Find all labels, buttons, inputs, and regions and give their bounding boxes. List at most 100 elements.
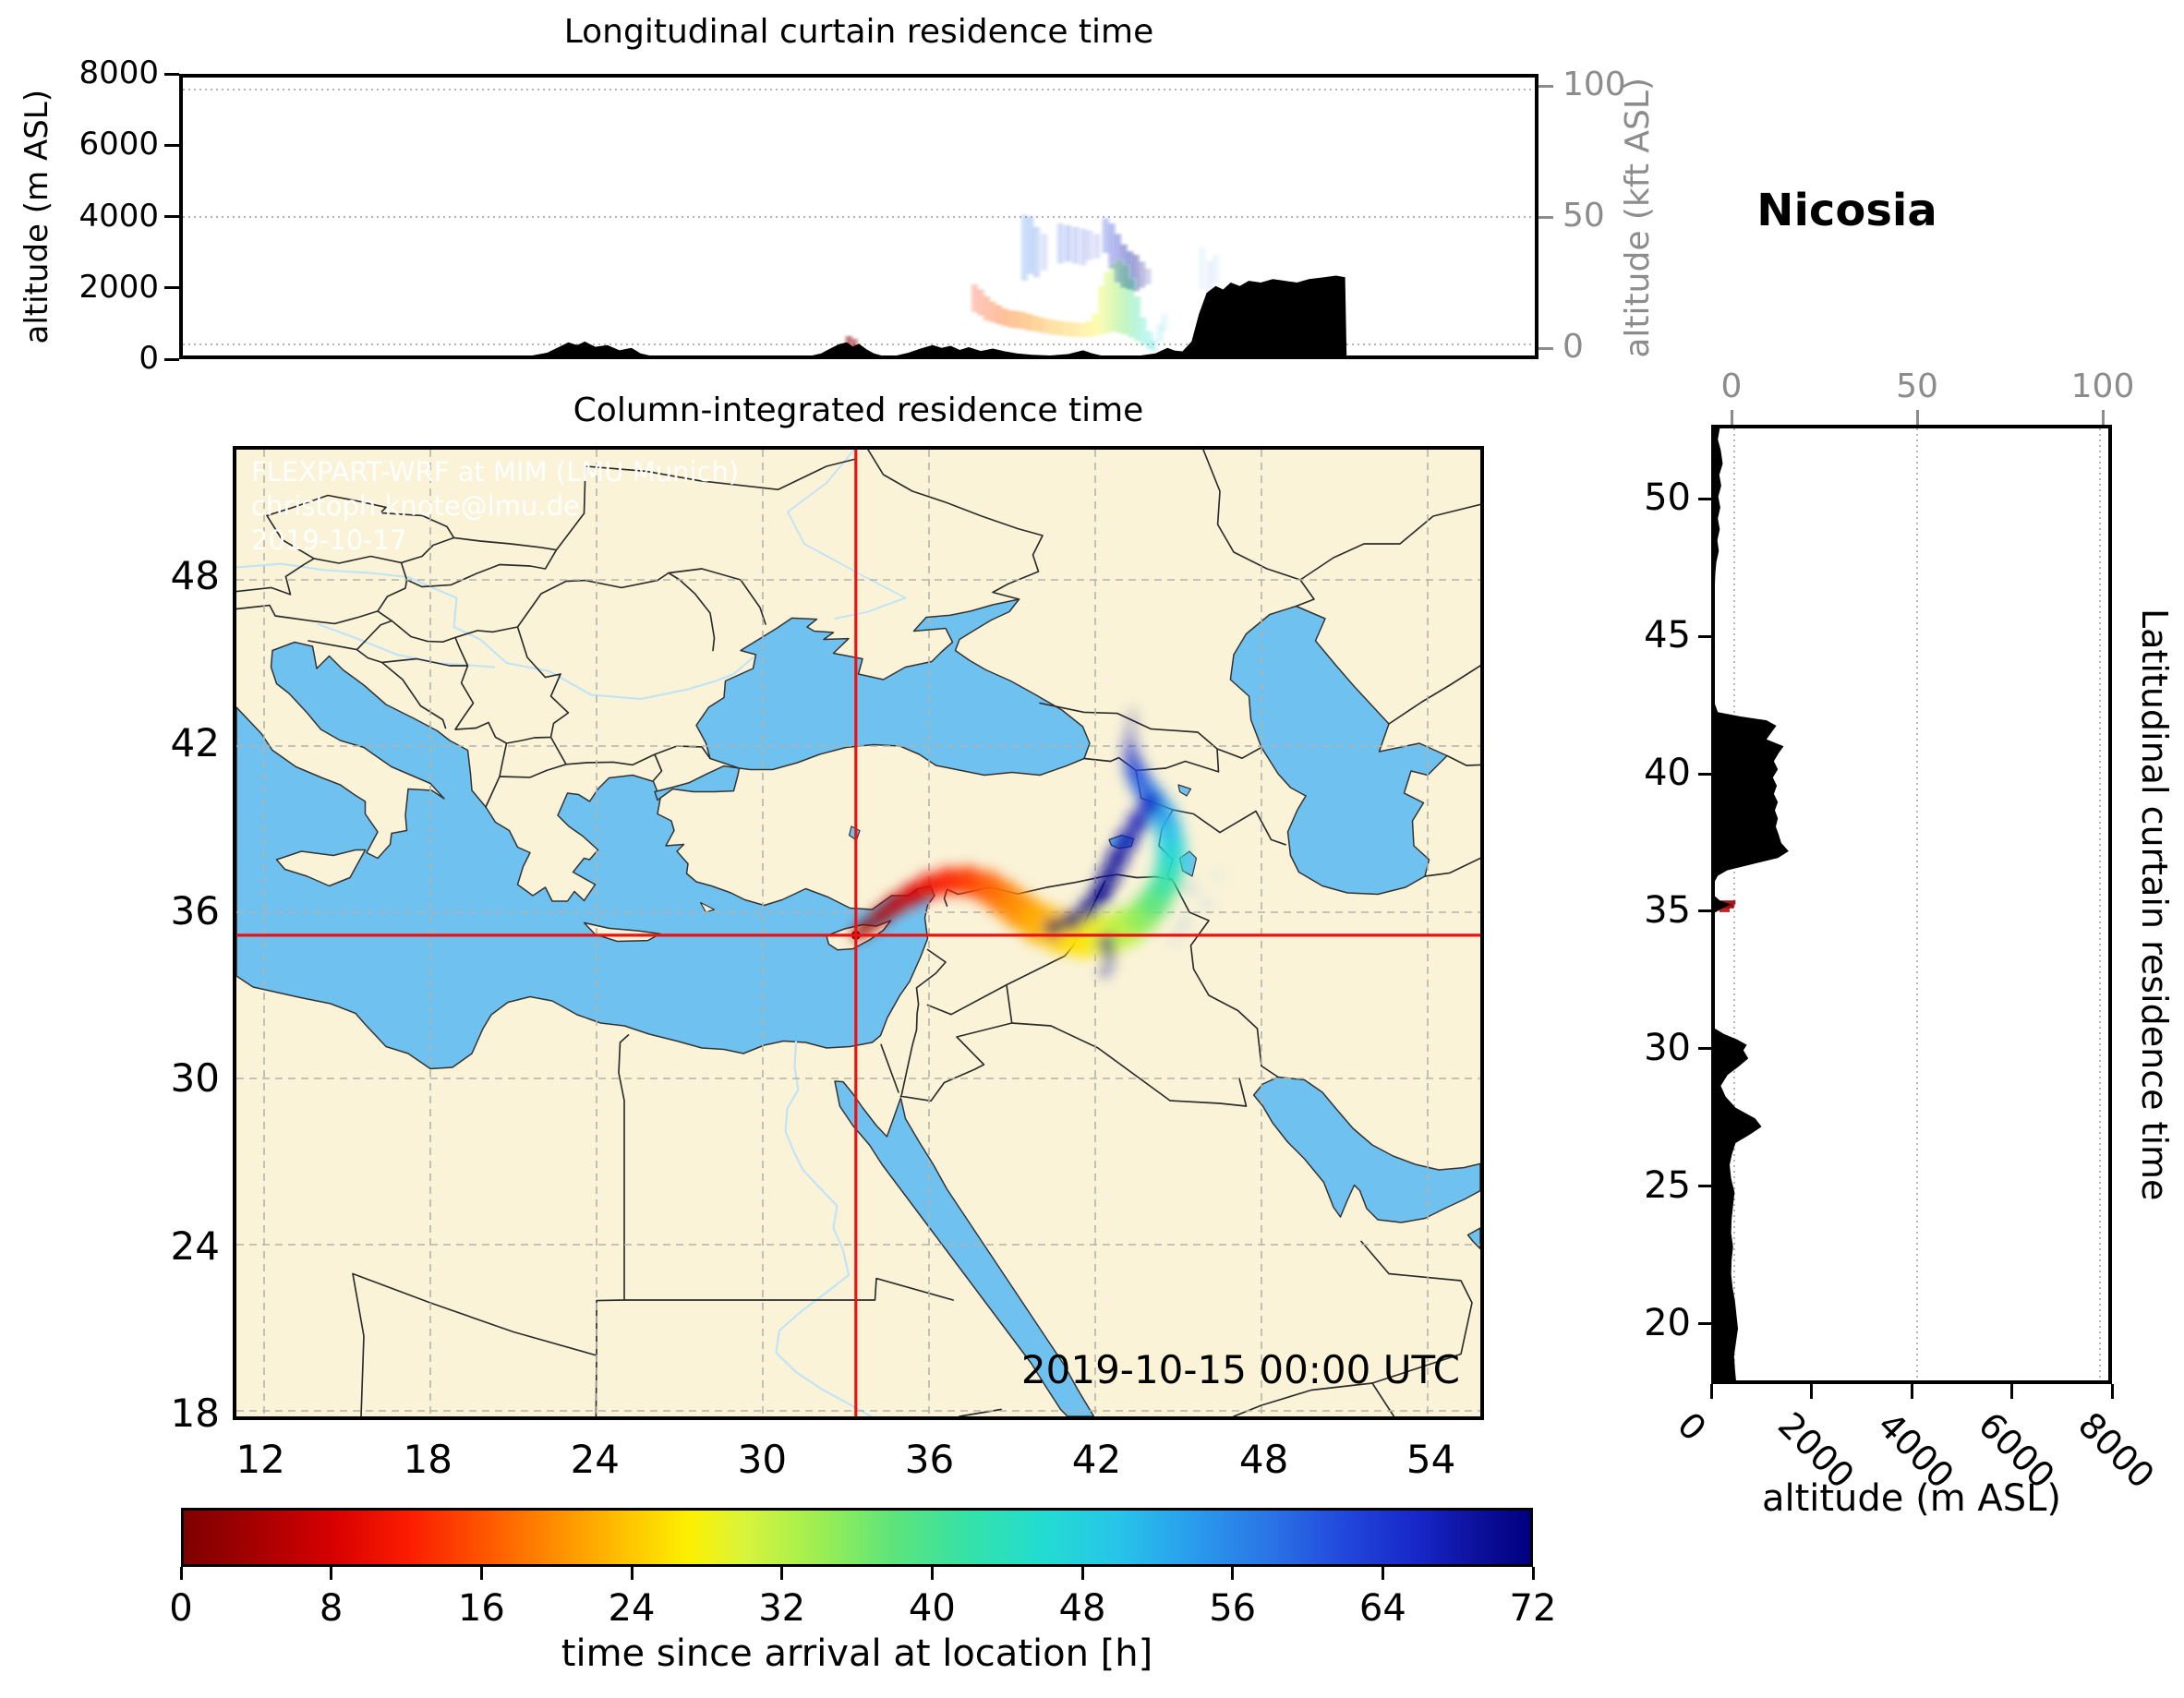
colorbar-tick: 16 (457, 1587, 505, 1630)
map-residence-plume (851, 707, 1223, 979)
river-danube (236, 562, 754, 701)
right-panel-xtick-mark-bottom (1910, 1384, 1913, 1399)
map-timestamp: 2019-10-15 00:00 UTC (1020, 1347, 1460, 1392)
colorbar-label: time since arrival at location [h] (561, 1632, 1153, 1675)
right-panel-canvas (1715, 428, 2101, 1380)
map-watermark: FLEXPART-WRF at MIM (LMU Munich) christo… (251, 455, 739, 558)
right-panel-ytick-mark (1698, 497, 1711, 500)
map-ytick: 30 (170, 1055, 220, 1102)
right-panel-xtick-mark-bottom (2010, 1384, 2013, 1399)
top-panel-ytick-left: 2000 (78, 268, 159, 306)
top-panel-residence-cells (845, 214, 1220, 353)
sea-persian-gulf (1252, 1076, 1480, 1223)
map-gridlines (236, 450, 1480, 1416)
colorbar-tick: 24 (608, 1587, 656, 1630)
right-panel-ytick: 35 (1644, 888, 1691, 932)
right-panel-ytick-mark (1698, 1047, 1711, 1051)
right-panel-ytick-mark (1698, 634, 1711, 638)
right-panel-xtick-mark-bottom (2110, 1384, 2114, 1399)
top-panel-ytick-mark-right (1538, 346, 1553, 350)
colorbar-tick: 64 (1358, 1587, 1406, 1630)
right-panel-ytick: 30 (1644, 1026, 1691, 1069)
map-ytick: 36 (170, 887, 220, 933)
colorbar-tick: 48 (1058, 1587, 1106, 1630)
top-panel-ytick-left: 6000 (78, 126, 159, 163)
colorbar-tick: 56 (1209, 1587, 1257, 1630)
right-panel-ytick-mark (1698, 1185, 1711, 1188)
top-panel-terrain-silhouette (183, 275, 1535, 355)
right-panel-xtick-bottom: 0 (1669, 1404, 1715, 1450)
colorbar-tick-mark (1531, 1567, 1535, 1580)
right-panel-terrain-silhouette (1715, 428, 1789, 1380)
right-panel-ytick: 45 (1644, 614, 1691, 657)
map-xtick: 36 (904, 1437, 955, 1482)
map-xtick: 18 (403, 1437, 452, 1482)
colorbar-tick-mark (780, 1567, 784, 1580)
top-panel-ytick-mark-left (164, 143, 179, 147)
top-panel-ytick-right: 50 (1563, 197, 1605, 235)
colorbar-tick: 32 (758, 1587, 806, 1630)
watermark-line-2: christoph.knote@lmu.de (251, 490, 580, 522)
top-panel-ytick-mark-left (164, 357, 179, 361)
right-panel-xtick-top: 100 (2070, 367, 2135, 405)
right-panel-xtick-mark-bottom (1709, 1384, 1713, 1399)
colorbar-tick: 72 (1509, 1587, 1557, 1630)
colorbar-tick-mark (479, 1567, 483, 1580)
colorbar-tick: 0 (169, 1587, 193, 1630)
top-panel-ytick-mark-right (1538, 215, 1553, 219)
colorbar-tick-mark (179, 1567, 183, 1580)
right-panel (1711, 425, 2112, 1384)
colorbar-tick-mark (1231, 1567, 1235, 1580)
right-panel-ytick-mark (1698, 1322, 1711, 1325)
right-panel-xtick-mark-top (1915, 410, 1919, 425)
station-name: Nicosia (1756, 185, 1937, 236)
sea-mediterranean (236, 641, 935, 1070)
right-panel-xtick-mark-top (2101, 410, 2105, 425)
map-canvas (236, 450, 1480, 1416)
river-dnieper (787, 450, 907, 620)
map-xtick: 12 (235, 1437, 285, 1482)
colorbar-tick-mark (330, 1567, 333, 1580)
lake-sevan (1177, 784, 1192, 797)
map-ytick: 48 (170, 553, 220, 599)
map-xtick: 30 (737, 1437, 788, 1482)
map-title: Column-integrated residence time (573, 391, 1144, 429)
colorbar-tick-mark (630, 1567, 633, 1580)
top-panel-title: Longitudinal curtain residence time (563, 13, 1154, 51)
top-panel (179, 74, 1538, 359)
map-panel: FLEXPART-WRF at MIM (LMU Munich) christo… (233, 446, 1484, 1420)
right-panel-xlabel: altitude (m ASL) (1761, 1477, 2062, 1520)
top-panel-ytick-mark-left (164, 215, 179, 218)
map-xtick: 54 (1406, 1437, 1456, 1482)
top-panel-ytick-mark-left (164, 286, 179, 290)
map-xtick: 42 (1071, 1437, 1122, 1482)
colorbar (181, 1508, 1533, 1567)
sea-gulf-of-oman (1466, 1227, 1480, 1250)
top-panel-ytick-mark-left (164, 72, 179, 76)
right-panel-ytick: 40 (1644, 752, 1691, 795)
sea-red (834, 1080, 1095, 1416)
river-nile (775, 1041, 873, 1416)
map-ytick: 24 (170, 1222, 220, 1269)
colorbar-tick-mark (1080, 1567, 1084, 1580)
top-panel-ytick-right: 100 (1563, 66, 1626, 103)
right-panel-xtick-top: 0 (1720, 367, 1743, 405)
map-ytick: 42 (170, 720, 220, 766)
map-xtick: 24 (570, 1437, 621, 1482)
island-sicily (275, 849, 367, 887)
top-panel-ytick-left: 0 (139, 340, 159, 377)
watermark-line-1: FLEXPART-WRF at MIM (LMU Munich) (251, 456, 740, 488)
top-panel-ytick-left: 8000 (78, 54, 159, 91)
right-panel-xtick-top: 50 (1896, 367, 1938, 405)
watermark-line-3: 2019-10-17 (251, 524, 407, 556)
right-panel-ytick-mark (1698, 909, 1711, 913)
sea-black-azov (695, 598, 1091, 777)
top-panel-canvas (183, 89, 1535, 355)
colorbar-tick: 8 (319, 1587, 344, 1630)
country-borders (236, 450, 1480, 1416)
right-panel-xtick-mark-top (1730, 410, 1733, 425)
right-panel-ytick: 20 (1644, 1301, 1691, 1344)
right-panel-xtick-mark-bottom (1810, 1384, 1813, 1399)
right-panel-gridlines (1733, 428, 2101, 1380)
